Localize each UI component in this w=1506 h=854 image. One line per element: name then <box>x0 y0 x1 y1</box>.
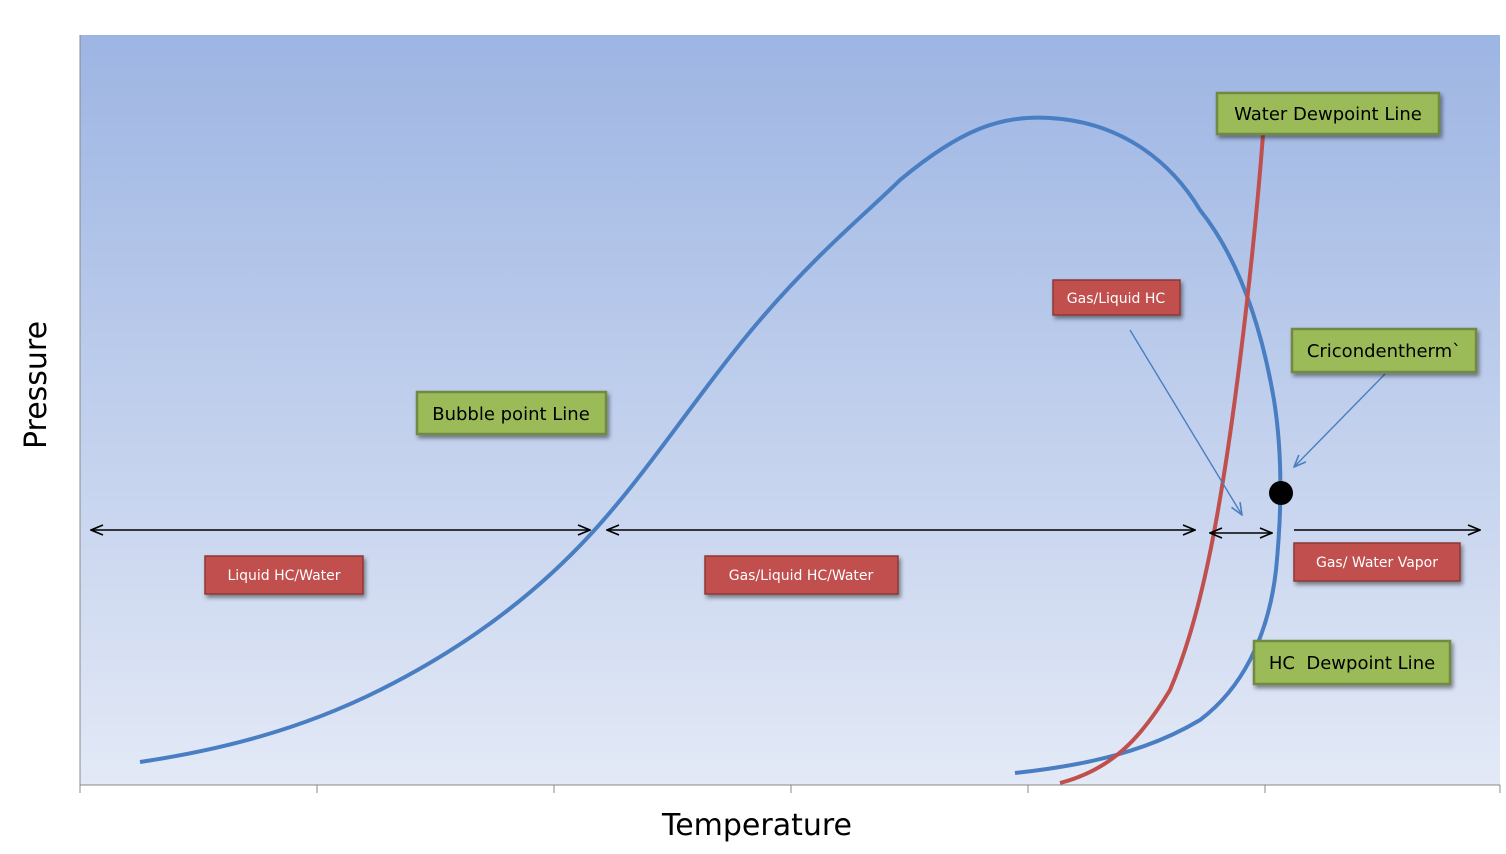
label-gas-liquid-hc-text: Gas/Liquid HC <box>1067 291 1166 307</box>
label-gas-liquid-hc: Gas/Liquid HC <box>1052 279 1181 316</box>
label-gas-water-vapor: Gas/ Water Vapor <box>1293 542 1461 582</box>
label-gas-liquid-hc-water-text: Gas/Liquid HC/Water <box>729 568 874 584</box>
label-bubble-point-line-text: Bubble point Line <box>432 404 590 425</box>
label-gas-water-vapor-text: Gas/ Water Vapor <box>1316 555 1438 571</box>
label-gas-liquid-hc-water: Gas/Liquid HC/Water <box>704 555 899 595</box>
phase-envelope-curve <box>139 115 1283 775</box>
pointer-arrow-cricondentherm <box>1294 373 1386 467</box>
label-bubble-point-line: Bubble point Line <box>415 390 608 436</box>
label-liquid-hc-water-text: Liquid HC/Water <box>227 568 340 584</box>
pointer-arrow-gas-liquid-hc <box>1129 329 1242 515</box>
cricondentherm-point <box>1269 481 1293 505</box>
label-water-dewpoint-line: Water Dewpoint Line <box>1215 91 1441 136</box>
x-axis-title: Temperature <box>661 808 852 843</box>
label-hc-dewpoint-line: HC Dewpoint Line <box>1252 639 1452 686</box>
label-liquid-hc-water: Liquid HC/Water <box>204 555 364 595</box>
x-axis-ticks <box>79 785 1501 793</box>
label-cricondentherm-text: Cricondentherm` <box>1307 341 1461 362</box>
label-cricondentherm: Cricondentherm` <box>1290 327 1478 374</box>
label-hc-dewpoint-line-text: HC Dewpoint Line <box>1269 653 1435 674</box>
label-water-dewpoint-line-text: Water Dewpoint Line <box>1234 104 1422 125</box>
y-axis-title: Pressure <box>19 321 54 449</box>
